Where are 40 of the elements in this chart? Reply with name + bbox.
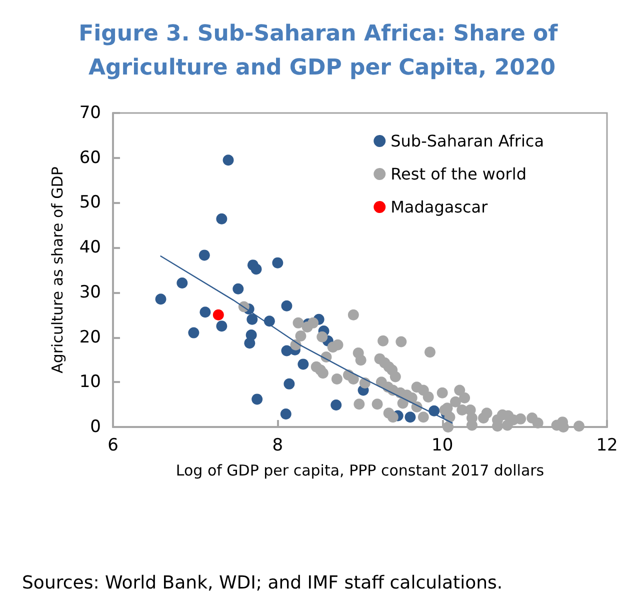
y-tick-label: 60 [79, 148, 101, 168]
point [281, 300, 292, 312]
y-tick-label: 70 [79, 103, 101, 123]
y-tick-label: 0 [90, 417, 101, 437]
point [176, 278, 188, 289]
point [298, 358, 309, 370]
point [404, 412, 416, 423]
point [216, 213, 228, 224]
point [232, 283, 244, 294]
point [246, 314, 258, 325]
point [250, 264, 262, 275]
point [216, 320, 228, 332]
point [252, 394, 263, 405]
y-tick-label: 40 [79, 238, 101, 258]
y-axis-title: Agriculture as share of GDP [48, 166, 66, 374]
point [188, 327, 200, 338]
legend-label: Madagascar [390, 198, 488, 216]
legend-label: Sub-Saharan Africa [390, 132, 544, 150]
point [284, 378, 295, 390]
chart-title: Figure 3. Sub-Saharan Africa: Share of Agriculture and GDP per Capita, 2020 [78, 22, 566, 80]
y-tick-label: 30 [79, 282, 101, 302]
point [212, 309, 224, 320]
point [244, 338, 256, 349]
y-tick-label: 50 [79, 192, 101, 213]
point [155, 294, 166, 305]
source-note: Sources: World Bank, WDI; and IMF staff calculations. [22, 572, 503, 592]
y-tick-label: 10 [79, 372, 101, 392]
point [200, 306, 211, 318]
point [280, 408, 292, 420]
x-axis-title: Log of GDP per capita, PPP constant 2017 dollars [176, 462, 544, 480]
point [198, 250, 210, 261]
x-tick-label: 6 [108, 436, 118, 456]
point [222, 154, 234, 166]
x-tick-label: 12 [596, 436, 618, 456]
point [330, 400, 342, 411]
x-tick-label: 8 [272, 436, 284, 456]
point [272, 257, 284, 268]
x-tick-label: 10 [432, 436, 454, 456]
y-tick-label: 20 [79, 327, 101, 348]
legend-label: Rest of the world [390, 164, 526, 184]
